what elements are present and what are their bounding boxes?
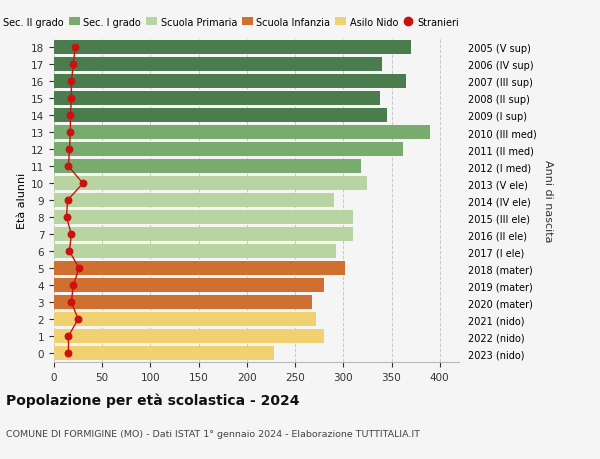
Bar xyxy=(54,92,380,106)
Bar xyxy=(54,296,313,309)
Bar xyxy=(54,228,353,241)
Bar xyxy=(54,194,334,208)
Point xyxy=(64,333,73,340)
Point xyxy=(65,146,74,154)
Point xyxy=(68,62,78,69)
Point xyxy=(67,231,76,238)
Point xyxy=(67,95,76,103)
Point xyxy=(73,316,83,323)
Y-axis label: Anni di nascita: Anni di nascita xyxy=(544,160,553,242)
Point xyxy=(62,214,71,221)
Text: COMUNE DI FORMIGINE (MO) - Dati ISTAT 1° gennaio 2024 - Elaborazione TUTTITALIA.: COMUNE DI FORMIGINE (MO) - Dati ISTAT 1°… xyxy=(6,429,420,438)
Point xyxy=(74,265,84,272)
Point xyxy=(68,282,78,289)
Bar xyxy=(54,211,353,225)
Text: Popolazione per età scolastica - 2024: Popolazione per età scolastica - 2024 xyxy=(6,392,299,407)
Bar xyxy=(54,75,406,89)
Bar xyxy=(54,143,403,157)
Point xyxy=(64,163,73,171)
Bar xyxy=(54,109,386,123)
Point xyxy=(67,299,76,306)
Legend: Sec. II grado, Sec. I grado, Scuola Primaria, Scuola Infanzia, Asilo Nido, Stran: Sec. II grado, Sec. I grado, Scuola Prim… xyxy=(0,18,460,28)
Point xyxy=(67,78,76,86)
Bar xyxy=(54,313,316,326)
Bar xyxy=(54,279,324,292)
Bar xyxy=(54,58,382,72)
Point xyxy=(78,180,88,188)
Point xyxy=(63,197,72,204)
Y-axis label: Età alunni: Età alunni xyxy=(17,173,27,229)
Point xyxy=(65,248,74,255)
Point xyxy=(70,45,80,52)
Bar xyxy=(54,245,335,258)
Bar xyxy=(54,262,345,275)
Point xyxy=(65,129,75,137)
Bar xyxy=(54,347,274,360)
Bar xyxy=(54,330,324,343)
Point xyxy=(64,350,73,357)
Bar xyxy=(54,160,361,174)
Point xyxy=(65,112,75,120)
Bar xyxy=(54,41,411,55)
Bar xyxy=(54,177,367,191)
Bar xyxy=(54,126,430,140)
